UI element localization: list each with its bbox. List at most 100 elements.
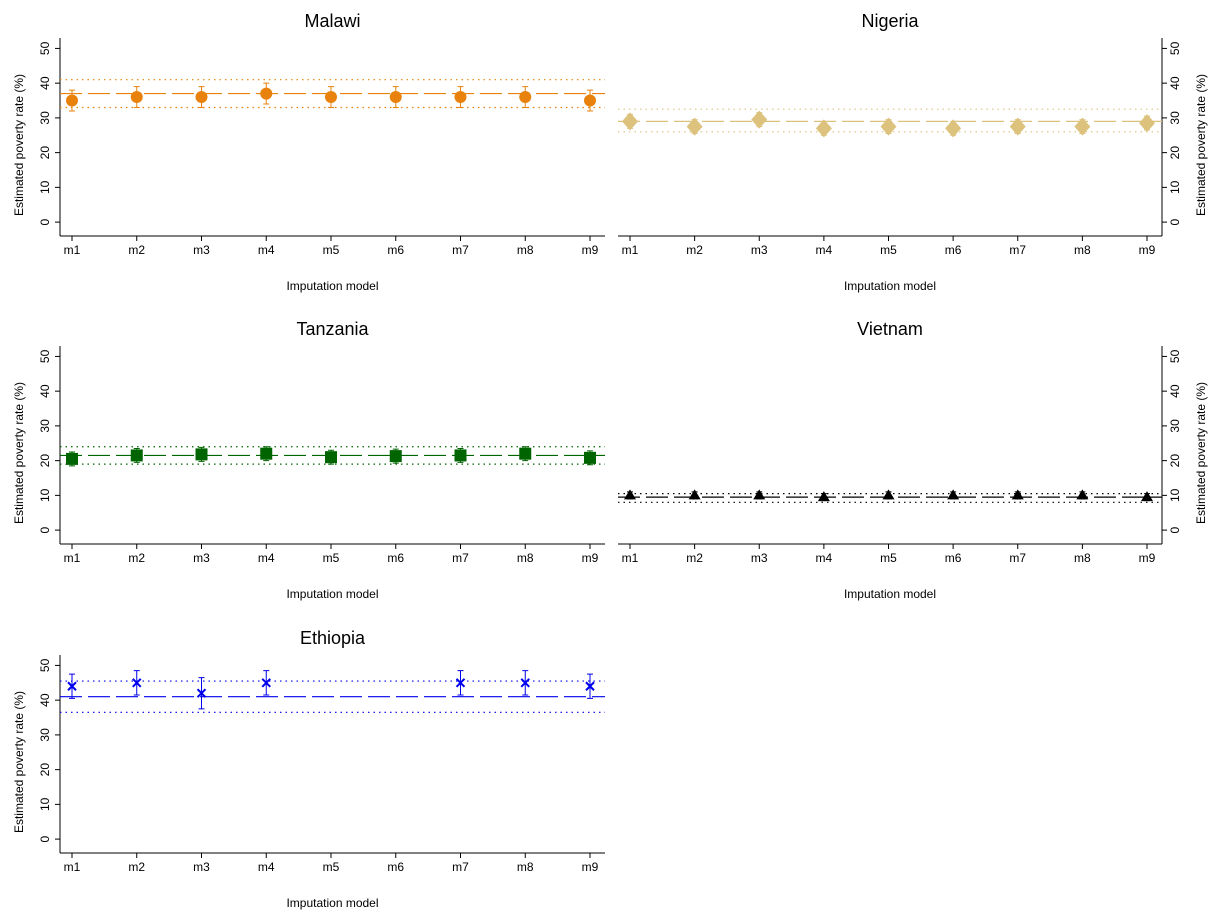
panel: Malawi 0 10 20 30 40 50 Estimated poverty rate …: [12, 11, 605, 293]
marker: [947, 489, 960, 500]
marker: [624, 489, 636, 500]
x-tick-label: m3: [193, 551, 210, 565]
x-tick-label: m6: [387, 860, 404, 874]
x-tick-label: m9: [582, 243, 599, 257]
x-tick-label: m2: [686, 243, 703, 257]
y-tick-label: 10: [38, 488, 52, 502]
x-tick-label: m5: [880, 551, 897, 565]
x-tick-label: m4: [816, 551, 833, 565]
x-tick-label: m4: [258, 243, 275, 257]
y-tick-label: 0: [38, 526, 52, 533]
marker: [880, 117, 897, 136]
y-tick-label: 30: [38, 419, 52, 433]
marker: [261, 678, 271, 688]
x-tick-label: m5: [323, 860, 340, 874]
x-tick-label: m9: [1139, 243, 1156, 257]
x-tick-label: m7: [452, 551, 469, 565]
y-axis-title: Estimated poverty rate (%): [12, 74, 26, 216]
y-tick-label: 50: [38, 658, 52, 672]
panel-title: Vietnam: [857, 319, 923, 339]
x-tick-label: m8: [1074, 551, 1091, 565]
marker: [454, 91, 467, 104]
y-tick-label: 10: [38, 180, 52, 194]
x-tick-label: m7: [452, 860, 469, 874]
panel: Nigeria 0 10 20 30 40 50 Estimated poverty rate…: [618, 11, 1208, 293]
panel-title: Tanzania: [296, 319, 369, 339]
marker: [520, 678, 530, 688]
x-tick-label: m3: [193, 243, 210, 257]
x-tick-label: m4: [258, 860, 275, 874]
y-tick-label: 20: [38, 763, 52, 777]
x-tick-label: m6: [387, 243, 404, 257]
x-tick-label: m7: [1009, 551, 1026, 565]
x-tick-label: m4: [258, 551, 275, 565]
marker: [1011, 489, 1024, 500]
marker: [882, 489, 895, 500]
y-tick-label: 40: [1168, 76, 1182, 90]
marker: [260, 447, 273, 460]
y-axis-title: Estimated poverty rate (%): [1194, 74, 1208, 216]
x-tick-label: m2: [128, 243, 145, 257]
marker: [195, 448, 208, 461]
marker: [1074, 117, 1091, 136]
marker: [66, 94, 78, 107]
marker: [130, 91, 143, 104]
marker: [584, 94, 596, 107]
marker: [1141, 491, 1153, 502]
marker: [455, 678, 466, 688]
panel-title: Malawi: [304, 11, 360, 31]
x-tick-label: m2: [128, 551, 145, 565]
panel: Tanzania 0 10 20 30 40 50 Estimated poverty rat…: [12, 319, 605, 601]
x-tick-label: m2: [686, 551, 703, 565]
marker: [130, 449, 143, 462]
marker: [519, 91, 532, 104]
y-tick-label: 50: [38, 41, 52, 55]
marker: [751, 110, 768, 129]
marker: [688, 489, 701, 500]
marker: [196, 688, 207, 698]
x-tick-label: m8: [517, 243, 534, 257]
x-tick-label: m1: [64, 551, 81, 565]
x-tick-label: m5: [880, 243, 897, 257]
x-tick-label: m1: [64, 243, 81, 257]
y-tick-label: 50: [38, 349, 52, 363]
x-tick-label: m1: [622, 243, 639, 257]
marker: [753, 489, 766, 500]
y-tick-label: 0: [38, 218, 52, 225]
y-axis-title: Estimated poverty rate (%): [1194, 382, 1208, 524]
x-tick-label: m7: [452, 243, 469, 257]
y-tick-label: 50: [1168, 41, 1182, 55]
marker: [389, 91, 402, 104]
x-tick-label: m5: [323, 551, 340, 565]
marker: [132, 678, 142, 688]
marker: [325, 451, 337, 464]
marker: [945, 119, 962, 138]
x-tick-label: m2: [128, 860, 145, 874]
marker: [815, 119, 832, 138]
y-tick-label: 10: [1168, 180, 1182, 194]
y-tick-label: 20: [1168, 146, 1182, 160]
y-tick-label: 40: [1168, 384, 1182, 398]
y-tick-label: 40: [38, 693, 52, 707]
x-tick-label: m3: [751, 243, 768, 257]
x-axis-title: Imputation model: [286, 279, 378, 293]
x-axis-title: Imputation model: [286, 587, 378, 601]
y-tick-label: 50: [1168, 349, 1182, 363]
marker: [585, 681, 595, 691]
y-tick-label: 20: [1168, 454, 1182, 468]
y-tick-label: 0: [1168, 218, 1182, 225]
x-tick-label: m8: [517, 860, 534, 874]
x-tick-label: m4: [816, 243, 833, 257]
x-tick-label: m9: [1139, 551, 1156, 565]
marker: [817, 491, 830, 502]
x-tick-label: m1: [64, 860, 81, 874]
marker: [389, 450, 402, 463]
y-axis-title: Estimated poverty rate (%): [12, 691, 26, 833]
x-tick-label: m6: [945, 551, 962, 565]
y-tick-label: 30: [38, 111, 52, 125]
y-tick-label: 0: [38, 835, 52, 842]
marker: [66, 452, 78, 465]
y-tick-label: 10: [38, 797, 52, 811]
x-tick-label: m5: [323, 243, 340, 257]
